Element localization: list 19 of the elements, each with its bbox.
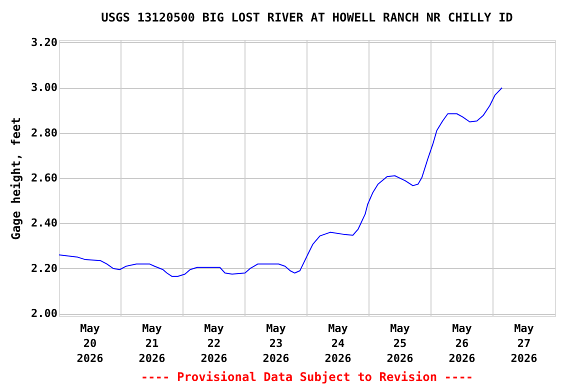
y-tick-label: 2.20: [31, 262, 58, 275]
y-tick-label: 2.60: [31, 172, 58, 184]
y-axis-title: Gage height, feet: [9, 117, 24, 240]
chart-title: USGS 13120500 BIG LOST RIVER AT HOWELL RANCH NR CHILLY ID: [101, 10, 513, 24]
x-tick-label: May 22 2026: [200, 322, 228, 365]
x-tick-label: May 23 2026: [262, 322, 290, 365]
x-tick-label: May 27 2026: [510, 322, 538, 365]
x-tick-label: May 24 2026: [324, 322, 352, 365]
y-tick-label: 3.20: [31, 36, 58, 49]
x-tick-label: May 20 2026: [76, 322, 104, 365]
x-tick-label: May 21 2026: [138, 322, 166, 365]
text: ---- Provisional Data Subject to Revision ----: [140, 370, 474, 384]
y-tick-label: 2.00: [31, 307, 58, 320]
x-tick-label: May 25 2026: [386, 322, 414, 365]
line-series: [58, 87, 503, 277]
y-tick-label: 3.00: [31, 81, 58, 94]
y-tick-label: 2.40: [31, 216, 58, 230]
y-tick-label: 2.80: [31, 126, 58, 140]
x-tick-label: May 26 2026: [448, 322, 476, 365]
